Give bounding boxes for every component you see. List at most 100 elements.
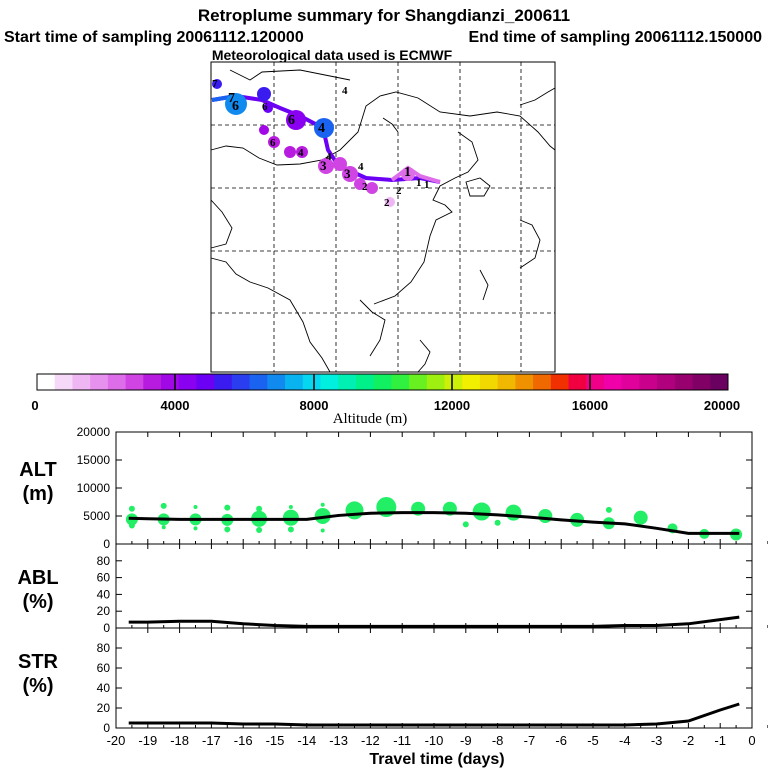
panel-ylabels: ALT (m) ABL (%) STR (%) xyxy=(17,459,58,697)
plume-point xyxy=(296,146,308,158)
colorbar-swatch xyxy=(161,374,180,390)
colorbar-tick: 12000 xyxy=(434,398,470,413)
x-tick-label: -2 xyxy=(683,733,695,748)
y-tick-label: 0 xyxy=(103,537,110,551)
colorbar-swatch xyxy=(373,374,392,390)
altitude-point xyxy=(287,526,294,533)
colorbar-swatch xyxy=(285,374,304,390)
x-tick-label: -20 xyxy=(107,733,126,748)
plume-label: 4 xyxy=(326,151,332,163)
plume-label: 6 xyxy=(270,137,276,149)
colorbar-swatch xyxy=(72,374,91,390)
plume-label: 6 xyxy=(262,101,268,113)
colorbar-tick: 4000 xyxy=(161,398,190,413)
colorbar-swatch xyxy=(444,374,463,390)
altitude-point xyxy=(462,521,469,528)
plume-label: 2 xyxy=(362,181,368,193)
plume-label: 1 xyxy=(404,165,411,180)
y-tick-label: 40 xyxy=(97,681,111,695)
plume-point xyxy=(257,87,271,101)
plume-label: 4 xyxy=(342,85,348,97)
altitude-point xyxy=(128,505,135,512)
colorbar-swatch xyxy=(550,374,570,390)
x-tick-label: -1 xyxy=(714,733,726,748)
plume-label: 3 xyxy=(344,166,351,181)
y-tick-label: 10000 xyxy=(77,481,111,495)
plume-label: 1 xyxy=(416,177,422,189)
colorbar-swatch xyxy=(409,374,428,390)
colorbar-swatch xyxy=(568,374,587,390)
colorbar-swatch xyxy=(125,374,144,390)
altitude-point xyxy=(345,501,364,520)
plume-point xyxy=(366,182,378,194)
plume-point xyxy=(385,197,395,207)
plume-point xyxy=(225,93,247,115)
colorbar-swatch xyxy=(143,374,162,390)
colorbar-swatch xyxy=(426,374,446,390)
altitude-point xyxy=(128,522,135,529)
altitude-point xyxy=(320,502,325,507)
y-tick-label: 20 xyxy=(97,701,111,715)
colorbar-swatch xyxy=(479,374,499,390)
figure-title: Retroplume summary for Shangdianzi_20061… xyxy=(198,6,570,25)
x-tick-label: -6 xyxy=(555,733,567,748)
plume-point xyxy=(318,158,334,174)
colorbar-swatch xyxy=(214,374,233,390)
alt-ylabel: ALT xyxy=(19,459,56,481)
colorbar-swatch xyxy=(710,374,729,390)
altitude-point xyxy=(288,505,293,510)
plume-label: 3 xyxy=(320,158,327,173)
x-tick-label: -10 xyxy=(425,733,444,748)
colorbar-swatch xyxy=(515,374,534,390)
altitude-point xyxy=(161,525,166,530)
panel-frame xyxy=(115,543,753,629)
plume-label: 6 xyxy=(288,113,295,128)
plume-label: 6 xyxy=(232,99,239,114)
map-frame xyxy=(210,61,556,373)
altitude-point xyxy=(538,509,553,523)
colorbar-tick: 0 xyxy=(31,398,38,413)
colorbar-frame xyxy=(36,373,729,391)
map-gridlines xyxy=(211,62,555,372)
map-panel: 7 7 6 6 6 4 4 6 4 4 3 3 4 2 2 2 1 1 1 xyxy=(210,61,556,373)
x-tick-label: -14 xyxy=(297,733,316,748)
colorbar-swatch xyxy=(178,374,197,390)
altitude-point xyxy=(282,509,299,526)
colorbar-swatch xyxy=(533,374,552,390)
panel-abl: 0 20 40 60 80 xyxy=(97,543,768,635)
colorbar-swatch xyxy=(338,374,357,390)
abl-ylabel: ABL xyxy=(17,567,58,589)
alt-ylabel-unit: (m) xyxy=(22,483,53,505)
colorbar-swatch xyxy=(621,374,640,390)
altitude-point xyxy=(160,502,167,509)
colorbar-swatch xyxy=(391,374,410,390)
x-tick-label: -13 xyxy=(329,733,348,748)
y-tick-label: 60 xyxy=(97,661,111,675)
x-tick-label: -18 xyxy=(170,733,189,748)
abl-ylabel-unit: (%) xyxy=(22,591,53,613)
plume-point xyxy=(342,166,358,182)
x-tick-label: -7 xyxy=(524,733,536,748)
colorbar-swatch xyxy=(586,374,605,390)
x-tick-label: -12 xyxy=(361,733,380,748)
x-tick-label: 0 xyxy=(748,733,755,748)
plume-number-labels: 7 7 6 6 6 4 4 6 4 4 3 3 4 2 2 2 1 1 1 xyxy=(212,78,430,209)
colorbar-swatch xyxy=(355,374,375,390)
colorbar-tick: 16000 xyxy=(572,398,608,413)
colorbar-swatch xyxy=(320,374,339,390)
plume-points xyxy=(212,79,415,207)
plume-label: 4 xyxy=(298,147,304,159)
plume-label: 4 xyxy=(318,121,325,136)
x-tick-label: -15 xyxy=(266,733,285,748)
colorbar-swatch xyxy=(302,374,321,390)
plume-point xyxy=(212,79,222,89)
y-tick-label: 80 xyxy=(97,641,111,655)
colorbar-swatch xyxy=(462,374,481,390)
altitude-point xyxy=(256,527,263,533)
y-tick-label: 40 xyxy=(97,587,111,601)
plume-point xyxy=(286,110,306,130)
x-tick-label: -8 xyxy=(492,733,504,748)
altitude-line xyxy=(128,511,740,535)
colorbar-swatch xyxy=(639,374,658,390)
colorbar-tick: 20000 xyxy=(704,398,740,413)
